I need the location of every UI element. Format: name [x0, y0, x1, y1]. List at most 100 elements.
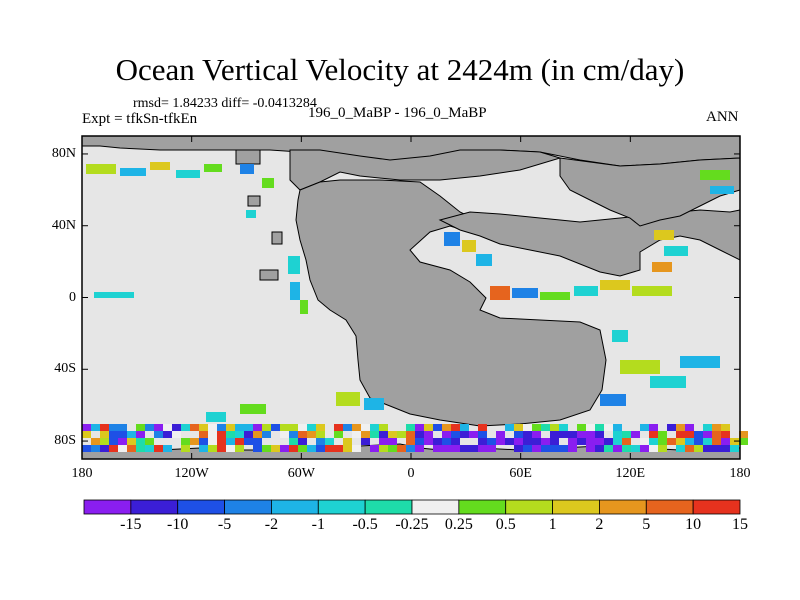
velocity-cell	[136, 438, 145, 445]
velocity-cell	[424, 431, 433, 438]
colorbar-swatch	[224, 499, 272, 515]
lat-tick-label: 80S	[54, 433, 76, 449]
velocity-cell	[280, 431, 289, 438]
velocity-cell	[343, 424, 352, 431]
velocity-patches	[86, 162, 734, 422]
stats-label: rmsd= 1.84233 diff= -0.0413284	[133, 96, 317, 111]
velocity-cell	[685, 424, 694, 431]
velocity-cell	[469, 445, 478, 452]
velocity-cell	[442, 438, 451, 445]
velocity-cell	[451, 431, 460, 438]
velocity-cell	[271, 424, 280, 431]
northeast-land	[559, 157, 741, 227]
velocity-cell	[262, 424, 271, 431]
colorbar-label: 5	[642, 516, 651, 533]
velocity-cell	[640, 445, 649, 452]
velocity-cell	[442, 431, 451, 438]
velocity-cell	[217, 431, 226, 438]
velocity-cell	[298, 445, 307, 452]
velocity-cell	[568, 438, 577, 445]
velocity-cell	[667, 438, 676, 445]
velocity-cell	[586, 445, 595, 452]
velocity-cell	[676, 445, 685, 452]
velocity-cell	[514, 438, 523, 445]
velocity-cell	[604, 445, 613, 452]
velocity-cell	[199, 438, 208, 445]
velocity-cell	[163, 431, 172, 438]
velocity-cell	[145, 445, 154, 452]
colorbar-label: 2	[595, 516, 604, 533]
velocity-cell	[370, 424, 379, 431]
velocity-cell	[136, 424, 145, 431]
colorbar-swatch	[83, 499, 132, 515]
velocity-cell	[190, 438, 199, 445]
velocity-cell	[577, 438, 586, 445]
velocity-cell	[127, 438, 136, 445]
velocity-cell	[631, 431, 640, 438]
velocity-cell	[379, 424, 388, 431]
velocity-cell	[352, 431, 361, 438]
velocity-cell	[118, 431, 127, 438]
velocity-cell	[658, 438, 667, 445]
season-label: ANN	[706, 109, 739, 125]
velocity-cell	[235, 445, 244, 452]
velocity-cell	[127, 445, 136, 452]
velocity-cell	[712, 424, 721, 431]
velocity-cell	[154, 424, 163, 431]
velocity-cell	[415, 431, 424, 438]
velocity-cell	[541, 438, 550, 445]
colorbar-swatch	[130, 499, 179, 515]
velocity-cell	[532, 424, 541, 431]
velocity-cell	[703, 431, 712, 438]
colorbar-label: 15	[732, 516, 748, 533]
velocity-cell	[550, 438, 559, 445]
velocity-cell	[622, 438, 631, 445]
velocity-cell	[226, 424, 235, 431]
axis-ticks	[81, 136, 741, 459]
velocity-cell	[649, 431, 658, 438]
colorbar-label: 0.5	[495, 516, 516, 533]
velocity-cell	[739, 438, 748, 445]
velocity-cell	[514, 431, 523, 438]
velocity-cell	[631, 445, 640, 452]
velocity-cell	[586, 431, 595, 438]
velocity-cell	[298, 424, 307, 431]
velocity-cell	[613, 431, 622, 438]
velocity-cell	[604, 438, 613, 445]
velocity-cell	[559, 445, 568, 452]
velocity-cell	[676, 438, 685, 445]
velocity-cell	[424, 424, 433, 431]
velocity-cell	[514, 445, 523, 452]
velocity-cell	[190, 424, 199, 431]
velocity-cell	[91, 424, 100, 431]
velocity-cell	[352, 424, 361, 431]
velocity-cell	[721, 438, 730, 445]
velocity-cell	[487, 445, 496, 452]
velocity-cell	[91, 438, 100, 445]
colorbar-swatch	[411, 499, 460, 515]
colorbar-label: -15	[120, 516, 142, 533]
velocity-cell	[118, 445, 127, 452]
velocity-cell	[145, 424, 154, 431]
velocity-cell	[622, 445, 631, 452]
velocity-cell	[712, 431, 721, 438]
island-1	[247, 195, 261, 207]
velocity-cell	[505, 424, 514, 431]
velocity-cell	[217, 424, 226, 431]
velocity-cell	[244, 431, 253, 438]
velocity-cell	[172, 424, 181, 431]
colorbar-swatch	[599, 499, 647, 515]
colorbar-label: -10	[167, 516, 189, 533]
velocity-cell	[370, 445, 379, 452]
velocity-cell	[712, 438, 721, 445]
plot-title: Ocean Vertical Velocity at 2424m (in cm/…	[115, 52, 685, 87]
colorbar-label: 1	[548, 516, 557, 533]
velocity-cell	[478, 438, 487, 445]
velocity-cell	[325, 438, 334, 445]
velocity-cell	[397, 445, 406, 452]
velocity-cell	[415, 438, 424, 445]
velocity-cell	[226, 445, 235, 452]
velocity-cell	[721, 445, 730, 452]
colorbar-swatch	[552, 499, 600, 515]
